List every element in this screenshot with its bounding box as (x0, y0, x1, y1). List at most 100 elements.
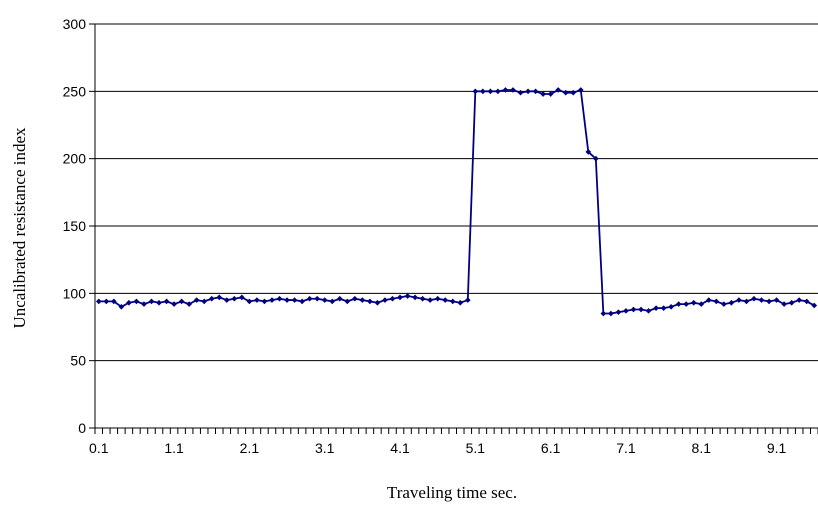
series-layer (95, 87, 818, 317)
data-point (141, 301, 147, 307)
data-point (615, 309, 622, 316)
x-tick-label: 3.1 (315, 440, 335, 456)
data-point (306, 295, 313, 302)
data-point (239, 294, 245, 301)
tick-labels: 0 50 100 150 200 250 300 0.1 1.1 2.1 3.1 4.1 5.1 6.1 7… (63, 16, 787, 456)
x-tick-label: 6.1 (541, 440, 561, 456)
data-point (404, 293, 411, 299)
data-point (645, 308, 652, 314)
data-point (585, 149, 592, 155)
data-point (359, 297, 366, 303)
data-point (374, 299, 381, 306)
data-point (156, 299, 162, 306)
data-point (314, 295, 320, 302)
data-point (736, 297, 742, 303)
data-point (751, 295, 757, 302)
data-point (193, 297, 200, 303)
data-point (186, 301, 192, 307)
data-point (329, 298, 336, 305)
x-tick-label: 8.1 (692, 440, 712, 456)
y-tick-label: 0 (78, 420, 86, 436)
data-point (111, 298, 117, 305)
data-point (208, 295, 215, 302)
data-point (555, 87, 561, 93)
axes (89, 23, 818, 434)
data-point (163, 298, 170, 305)
data-point (525, 88, 531, 95)
data-point (638, 306, 644, 313)
data-point (126, 299, 132, 306)
data-point (254, 297, 260, 303)
data-point (653, 305, 659, 311)
data-point (713, 298, 720, 305)
data-point (299, 298, 305, 305)
data-point (660, 305, 667, 311)
data-point (389, 295, 396, 302)
data-point (577, 87, 584, 93)
x-tick-label: 2.1 (240, 440, 260, 456)
data-point (95, 298, 102, 305)
data-point (593, 155, 599, 162)
y-tick-label: 200 (63, 151, 87, 167)
y-tick-label: 100 (63, 285, 87, 301)
data-point (284, 297, 290, 303)
x-tick-label: 1.1 (164, 440, 184, 456)
data-point (811, 302, 818, 309)
series-line (98, 89, 815, 315)
data-point (766, 298, 772, 305)
data-point (336, 295, 343, 302)
data-point (570, 89, 577, 96)
data-point (668, 303, 674, 310)
data-point (721, 301, 727, 307)
data-point (547, 91, 554, 97)
x-tick-label: 9.1 (767, 440, 787, 456)
data-point (412, 294, 418, 301)
y-tick-label: 150 (63, 218, 87, 234)
data-point (133, 298, 140, 305)
data-point (201, 298, 208, 305)
data-point (623, 308, 629, 314)
data-point (352, 295, 358, 302)
x-tick-label: 5.1 (466, 440, 486, 456)
data-point (540, 91, 546, 97)
data-point (675, 301, 682, 307)
data-point (781, 301, 787, 307)
data-point (608, 310, 614, 317)
data-point (630, 306, 637, 313)
data-point (532, 88, 539, 95)
data-point (510, 87, 516, 93)
data-point (178, 298, 185, 305)
data-point (728, 299, 735, 306)
y-tick-label: 300 (63, 16, 87, 32)
y-tick-label: 250 (63, 83, 87, 99)
data-point (434, 295, 441, 302)
data-point (276, 295, 283, 302)
data-point (705, 297, 712, 303)
data-point (231, 295, 238, 302)
data-point (600, 310, 607, 317)
y-tick-label: 50 (70, 353, 86, 369)
data-point (502, 87, 509, 93)
data-point (796, 297, 802, 303)
data-point (269, 297, 275, 303)
data-point (367, 298, 373, 305)
data-point (562, 89, 569, 96)
data-point (803, 298, 810, 305)
data-point (118, 303, 125, 310)
x-tick-label: 7.1 (616, 440, 636, 456)
data-point (223, 297, 230, 303)
data-point (495, 88, 501, 95)
data-point (457, 299, 464, 306)
data-point (397, 294, 403, 301)
data-point (321, 297, 328, 303)
data-point (517, 89, 524, 96)
data-point (382, 297, 388, 303)
data-point (472, 88, 479, 95)
data-point (344, 298, 351, 305)
data-point (171, 301, 177, 307)
data-point (291, 297, 298, 303)
gridlines (95, 23, 818, 362)
data-point (216, 294, 223, 301)
data-point (449, 298, 456, 305)
